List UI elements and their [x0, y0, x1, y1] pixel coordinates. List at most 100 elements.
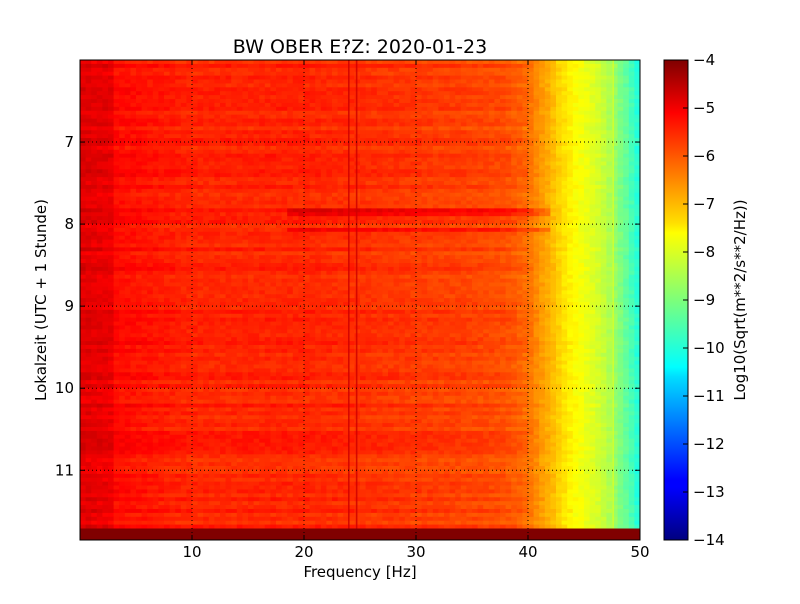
heatmap-cell [556, 114, 562, 119]
heatmap-cell [528, 157, 534, 162]
heatmap-cell [298, 118, 305, 123]
heatmap-cell [516, 169, 523, 174]
heatmap-cell [388, 63, 394, 69]
heatmap-cell [522, 122, 529, 127]
heatmap-cell [248, 87, 254, 92]
heatmap-cell [175, 126, 182, 131]
heatmap-cell [421, 102, 428, 108]
heatmap-cell [225, 157, 232, 162]
heatmap-cell [231, 177, 238, 182]
heatmap-cell [276, 67, 282, 73]
heatmap-cell [136, 231, 142, 237]
heatmap-cell [332, 177, 338, 182]
heatmap-cell [533, 87, 540, 92]
heatmap-cell [270, 99, 277, 104]
heatmap-cell [589, 220, 596, 225]
heatmap-cell [225, 153, 232, 158]
heatmap-cell [567, 79, 574, 84]
heatmap-cell [208, 149, 215, 155]
heatmap-cell [192, 83, 198, 88]
heatmap-cell [287, 157, 294, 162]
heatmap-cell [158, 161, 165, 166]
heatmap-cell [438, 208, 445, 213]
heatmap-cell [371, 192, 378, 198]
heatmap-cell [197, 91, 204, 96]
heatmap-cell [208, 91, 215, 96]
heatmap-cell [108, 145, 114, 151]
heatmap-cell [388, 138, 394, 143]
heatmap-cell [315, 165, 322, 170]
heatmap-cell [248, 60, 254, 65]
heatmap-cell [225, 71, 232, 77]
heatmap-cell [522, 87, 529, 92]
heatmap-cell [500, 161, 506, 166]
heatmap-cell [102, 188, 109, 194]
heatmap-cell [550, 165, 557, 170]
heatmap-cell [410, 184, 417, 190]
heatmap-cell [410, 149, 417, 155]
heatmap-cell [102, 196, 109, 201]
heatmap-cell [365, 87, 372, 92]
heatmap-cell [326, 60, 333, 65]
heatmap-cell [348, 134, 355, 139]
heatmap-cell [432, 106, 439, 112]
heatmap-cell [315, 130, 322, 135]
heatmap-cell [309, 130, 316, 135]
heatmap-cell [628, 196, 635, 201]
heatmap-cell [281, 67, 288, 73]
heatmap-cell [197, 134, 204, 139]
heatmap-cell [584, 216, 590, 221]
heatmap-cell [304, 67, 310, 73]
heatmap-cell [427, 223, 434, 229]
heatmap-cell [343, 165, 350, 170]
heatmap-cell [432, 204, 439, 209]
heatmap-cell [208, 177, 215, 182]
heatmap-cell [528, 247, 534, 252]
heatmap-cell [158, 165, 165, 170]
heatmap-cell [634, 149, 640, 155]
heatmap-cell [360, 141, 366, 147]
heatmap-cell [567, 173, 574, 178]
heatmap-cell [539, 71, 546, 77]
heatmap-cell [259, 212, 266, 217]
heatmap-cell [192, 75, 198, 80]
heatmap-cell [315, 181, 322, 186]
heatmap-cell [259, 110, 266, 116]
heatmap-cell [169, 102, 176, 108]
heatmap-cell [511, 122, 518, 127]
heatmap-cell [158, 60, 165, 65]
heatmap-cell [242, 161, 249, 166]
heatmap-cell [427, 251, 434, 256]
heatmap-cell [561, 130, 568, 135]
heatmap-cell [276, 157, 282, 162]
heatmap-cell [259, 196, 266, 201]
heatmap-cell [438, 188, 445, 194]
heatmap-cell [528, 212, 534, 217]
heatmap-cell [522, 130, 529, 135]
heatmap-cell [80, 134, 86, 139]
heatmap-cell [236, 138, 243, 143]
heatmap-cell [220, 63, 226, 69]
heatmap-cell [130, 122, 137, 127]
heatmap-cell [634, 177, 640, 182]
heatmap-cell [242, 227, 249, 233]
heatmap-cell [494, 169, 501, 174]
heatmap-cell [164, 212, 170, 217]
heatmap-cell [108, 169, 114, 174]
heatmap-cell [141, 91, 148, 96]
heatmap-cell [348, 181, 355, 186]
heatmap-cell [511, 91, 518, 96]
heatmap-cell [186, 192, 193, 198]
heatmap-cell [315, 184, 322, 190]
heatmap-cell [516, 200, 523, 205]
heatmap-cell [606, 235, 613, 240]
heatmap-cell [169, 235, 176, 240]
heatmap-cell [595, 83, 602, 88]
heatmap-cell [421, 134, 428, 139]
heatmap-cell [332, 243, 338, 248]
heatmap-cell [141, 235, 148, 240]
heatmap-cell [483, 145, 490, 151]
heatmap-cell [270, 110, 277, 116]
heatmap-cell [309, 188, 316, 194]
heatmap-cell [606, 223, 613, 229]
